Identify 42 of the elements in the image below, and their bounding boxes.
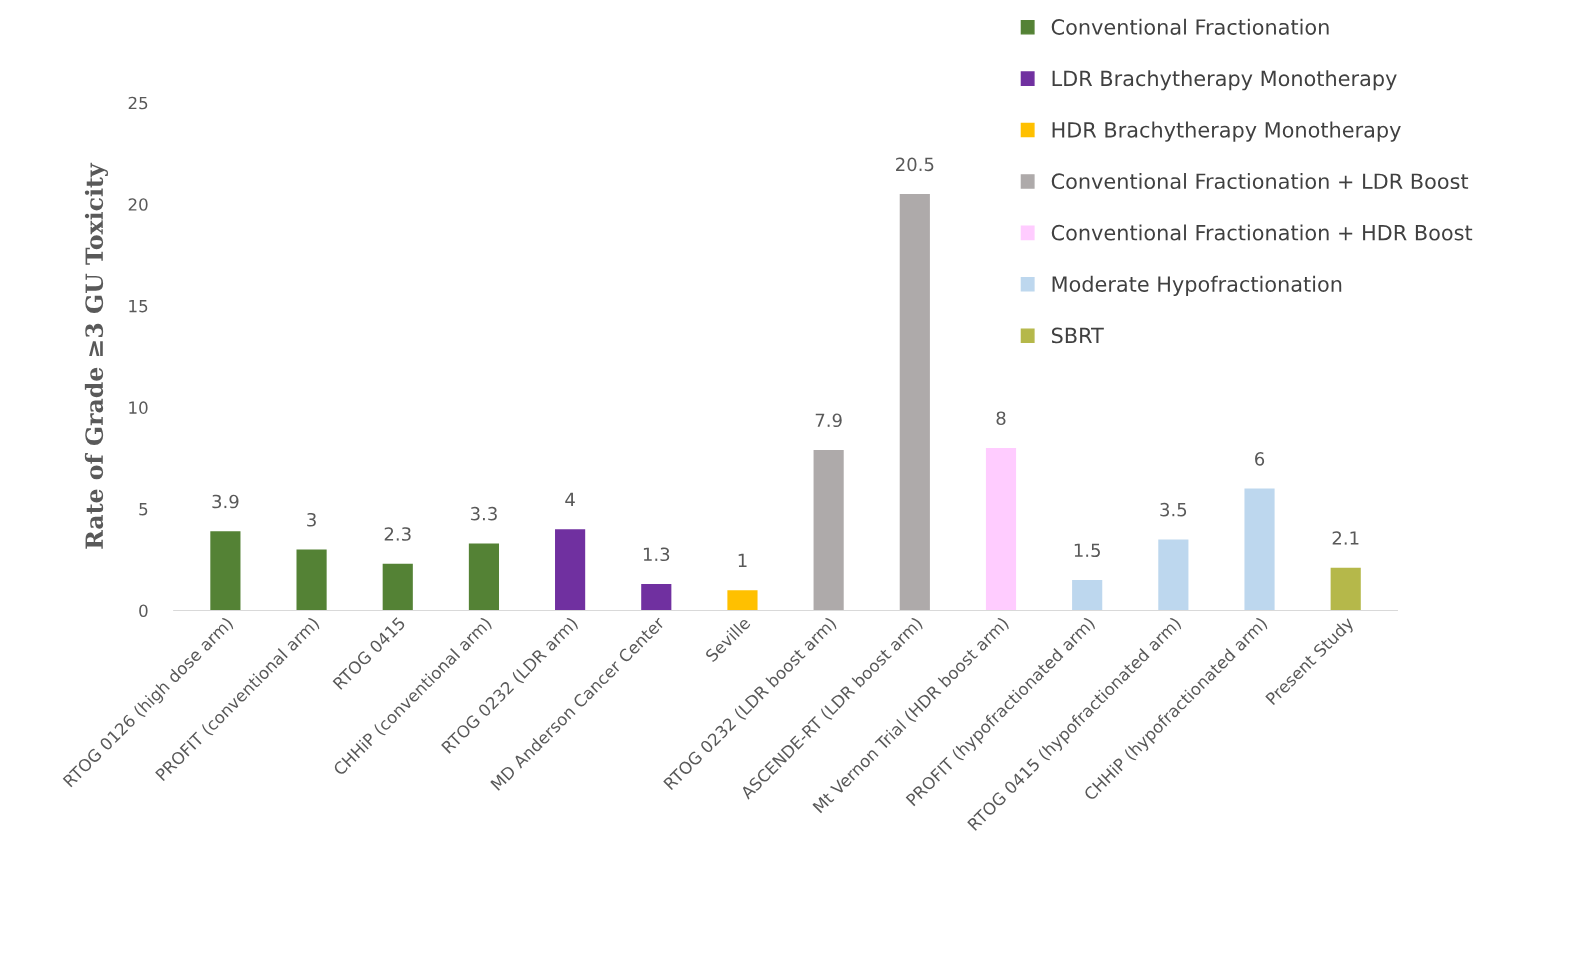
data-label: 2.3 — [384, 527, 411, 541]
data-label: 1.3 — [643, 547, 670, 562]
data-label: 2.1 — [1332, 531, 1359, 545]
bar — [1158, 539, 1189, 611]
bar — [1330, 567, 1361, 611]
data-label: 6 — [1255, 452, 1265, 466]
data-label: 3.9 — [212, 494, 239, 509]
bar — [555, 529, 586, 611]
legend-label: Conventional Fractionation + HDR Boost — [1051, 224, 1473, 241]
data-label: 1 — [738, 553, 747, 567]
bar — [985, 447, 1017, 611]
bar — [210, 531, 241, 611]
bar — [813, 450, 844, 611]
bar — [641, 584, 672, 611]
bar — [468, 543, 500, 611]
legend-label: Moderate Hypofractionation — [1052, 275, 1342, 296]
bar — [382, 563, 413, 611]
y-tick-label: 0 — [139, 604, 148, 618]
bar — [727, 590, 758, 611]
data-label: 7.9 — [815, 413, 842, 428]
data-label: 3.3 — [470, 506, 497, 521]
data-label: 1.5 — [1074, 543, 1100, 558]
bar — [1072, 580, 1103, 611]
y-tick-label: 10 — [129, 401, 148, 414]
y-axis-title: Rate of Grade ≥3 GU Toxicity — [84, 162, 109, 549]
data-label: 8 — [996, 411, 1006, 426]
legend-label: Conventional Fractionation — [1051, 18, 1329, 35]
legend-label: SBRT — [1051, 327, 1104, 344]
bar — [899, 194, 930, 611]
data-label: 4 — [565, 492, 575, 507]
legend-label: Conventional Fractionation + LDR Boost — [1051, 172, 1469, 190]
data-label: 3.5 — [1160, 502, 1187, 517]
legend-label: HDR Brachytherapy Monotherapy — [1052, 121, 1401, 142]
legend-label: LDR Brachytherapy Monotherapy — [1052, 70, 1397, 91]
y-tick-label: 25 — [128, 96, 148, 110]
data-label: 20.5 — [896, 157, 934, 172]
y-tick-label: 15 — [129, 300, 148, 313]
data-label: 3 — [307, 512, 316, 527]
bar — [1244, 488, 1275, 611]
y-tick-label: 20 — [128, 198, 148, 211]
y-tick-label: 5 — [139, 503, 148, 516]
bar — [296, 549, 327, 611]
